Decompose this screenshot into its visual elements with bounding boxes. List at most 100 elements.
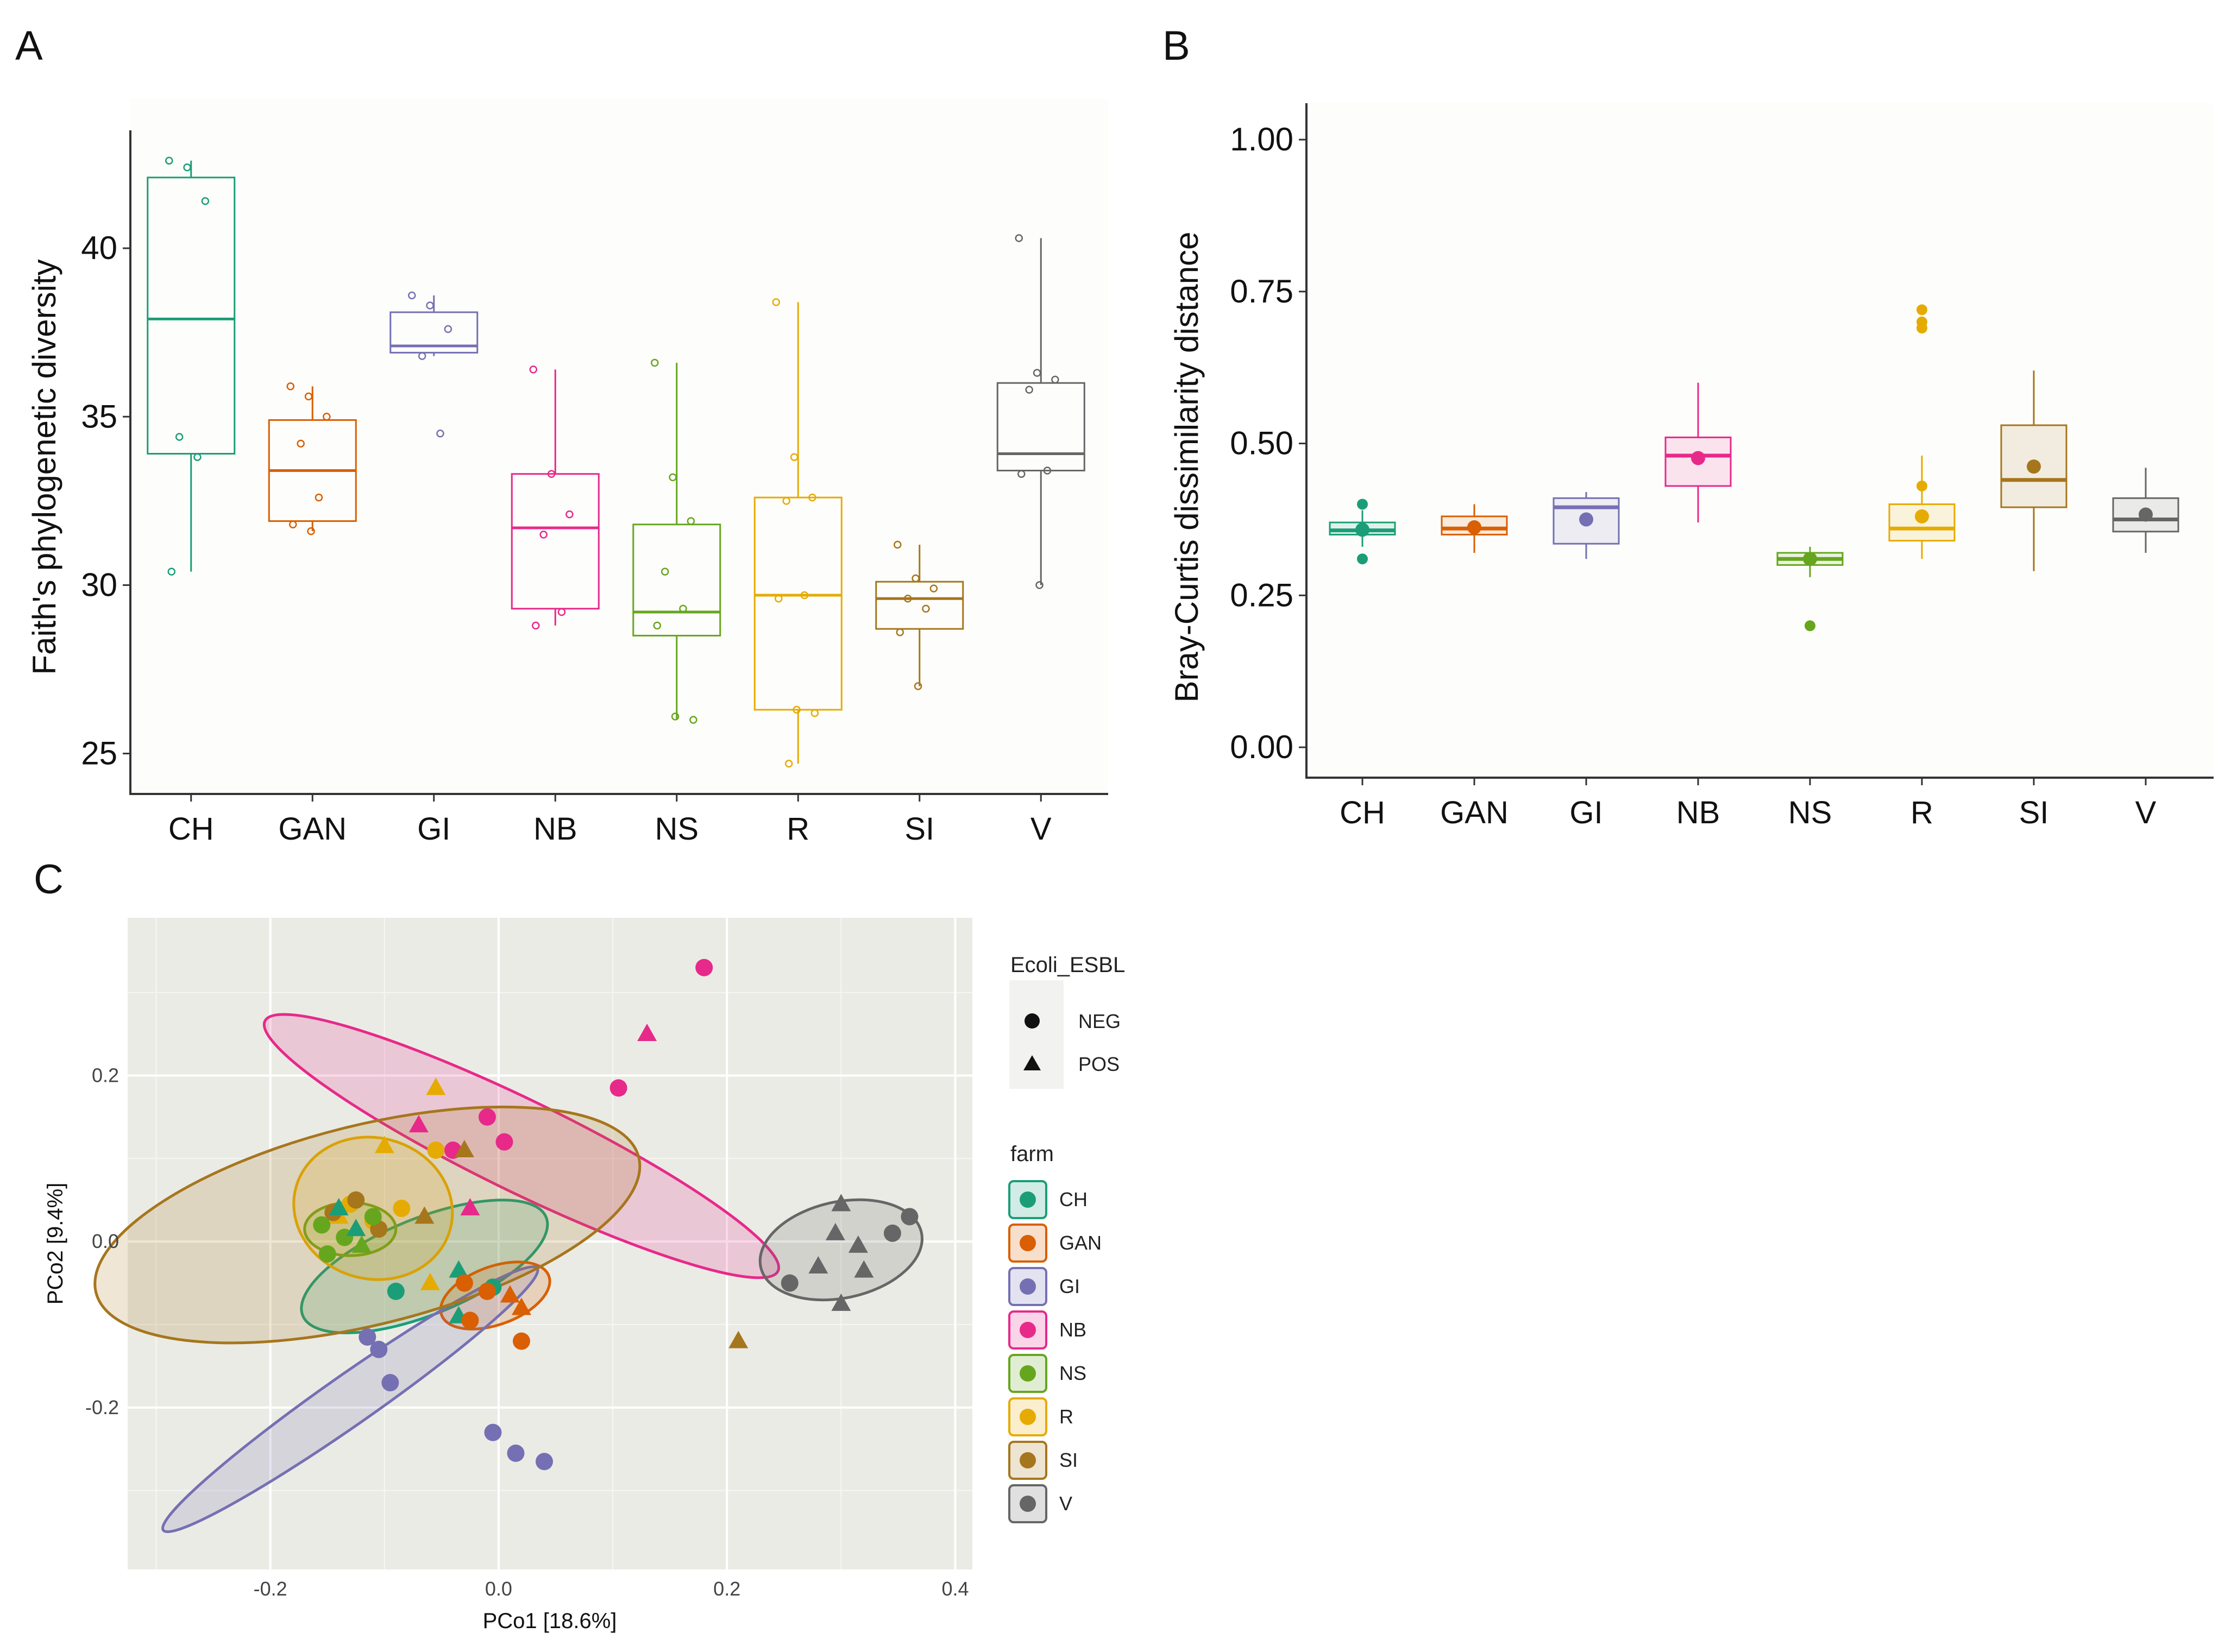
point-nb-neg bbox=[695, 959, 713, 976]
x-tick-label: GI bbox=[1569, 795, 1602, 830]
y-tick-label: 35 bbox=[81, 398, 117, 434]
point-r-pos bbox=[420, 1272, 440, 1290]
box-nb bbox=[1664, 382, 1732, 523]
y-tick-label: 0.25 bbox=[1230, 577, 1293, 613]
point-ns-neg bbox=[313, 1216, 331, 1234]
point-gan-neg bbox=[512, 1332, 530, 1350]
data-point bbox=[1015, 234, 1023, 242]
point-gan-pos bbox=[511, 1297, 531, 1315]
legend-shape: Ecoli_ESBL NEG POS bbox=[1009, 953, 1125, 1089]
data-point bbox=[810, 709, 819, 717]
data-point bbox=[793, 705, 801, 714]
point-r-neg bbox=[427, 1142, 445, 1159]
data-point bbox=[547, 470, 556, 478]
legend-farm-title: farm bbox=[1010, 1142, 1054, 1166]
data-point bbox=[894, 540, 902, 549]
outlier-point bbox=[1916, 480, 1927, 491]
box-gi bbox=[389, 291, 479, 438]
x-tick-label: GI bbox=[417, 811, 450, 847]
data-point bbox=[896, 628, 904, 636]
data-point bbox=[167, 568, 175, 576]
point-gi-neg bbox=[370, 1340, 388, 1358]
y-axis-title-a: Faith's phylogenetic diversity bbox=[26, 259, 62, 674]
y-tick-label: 25 bbox=[81, 735, 117, 772]
x-tick-label: GAN bbox=[1440, 795, 1509, 830]
chart-a: Faith's phylogenetic diversity 25 30 35 40 C… bbox=[26, 98, 1108, 847]
legend-key-neg bbox=[1025, 1013, 1040, 1029]
ellipse-v bbox=[758, 1198, 923, 1302]
data-point bbox=[444, 325, 453, 333]
y-tick-label: 30 bbox=[81, 566, 117, 603]
legend-shape-title: Ecoli_ESBL bbox=[1010, 953, 1125, 977]
x-tick-label: GAN bbox=[278, 811, 347, 847]
legend-key-pos bbox=[1023, 1055, 1041, 1070]
x-tick-label: 0.4 bbox=[941, 1578, 969, 1600]
point-gan-neg bbox=[455, 1274, 473, 1292]
data-point bbox=[687, 517, 695, 525]
point-v-neg bbox=[781, 1274, 799, 1292]
data-point bbox=[1025, 386, 1033, 394]
point-nb-neg bbox=[478, 1108, 496, 1126]
point-nb-pos bbox=[409, 1115, 429, 1133]
data-point bbox=[532, 621, 540, 630]
y-tick-label: 0.0 bbox=[92, 1230, 119, 1252]
x-axis-title-c: PCo1 [18.6%] bbox=[483, 1609, 617, 1633]
point-gi-neg bbox=[484, 1423, 502, 1441]
box-gan bbox=[1441, 504, 1508, 553]
point-gan-neg bbox=[478, 1282, 496, 1300]
data-point bbox=[539, 531, 548, 539]
x-tick-label: -0.2 bbox=[254, 1578, 287, 1600]
legend-shape-background bbox=[1009, 980, 1064, 1089]
point-v-pos bbox=[848, 1235, 868, 1253]
box-r bbox=[1888, 304, 1956, 559]
x-tick-label: NB bbox=[1676, 795, 1720, 830]
plot-background-a bbox=[130, 98, 1108, 793]
data-point bbox=[669, 473, 677, 482]
legend-key-dot bbox=[1020, 1235, 1036, 1251]
point-ch-pos bbox=[329, 1198, 349, 1216]
data-point bbox=[689, 716, 697, 724]
legend-label-neg: NEG bbox=[1078, 1010, 1121, 1032]
legend-label-gi: GI bbox=[1059, 1275, 1080, 1297]
box-si bbox=[875, 540, 964, 690]
legend-label-gan: GAN bbox=[1059, 1232, 1102, 1254]
point-gi-neg bbox=[381, 1374, 399, 1392]
data-point bbox=[929, 584, 938, 592]
x-tick-label: NB bbox=[533, 811, 577, 847]
legend-label-si: SI bbox=[1059, 1449, 1078, 1471]
data-point bbox=[1033, 369, 1041, 377]
box-body bbox=[996, 382, 1085, 472]
legend-key-dot bbox=[1020, 1191, 1036, 1208]
data-point bbox=[914, 682, 922, 690]
outlier-point bbox=[1916, 304, 1927, 316]
mean-point bbox=[2139, 507, 2153, 522]
data-point bbox=[297, 439, 305, 448]
chart-b: Bray-Curtis dissimilarity distance 0.00 0… bbox=[1168, 103, 2214, 830]
mean-point bbox=[1915, 509, 1929, 524]
box-ch bbox=[147, 156, 236, 576]
data-point bbox=[653, 621, 661, 630]
data-point bbox=[529, 365, 537, 374]
box-ch bbox=[1329, 499, 1396, 565]
legend-key-dot bbox=[1020, 1496, 1036, 1512]
outlier-point bbox=[1805, 620, 1815, 632]
point-r-pos bbox=[374, 1136, 394, 1153]
data-point bbox=[315, 493, 323, 502]
point-r-neg bbox=[393, 1200, 411, 1218]
y-tick-label: 0.2 bbox=[92, 1064, 119, 1086]
x-tick-label: R bbox=[1911, 795, 1933, 830]
data-point bbox=[193, 453, 202, 461]
box-si bbox=[2000, 370, 2067, 571]
legend-label-r: R bbox=[1059, 1405, 1073, 1428]
point-ch-neg bbox=[387, 1282, 405, 1300]
box-ns bbox=[632, 358, 721, 724]
panel-label-a: A bbox=[15, 23, 43, 69]
legend-label-ch: CH bbox=[1059, 1188, 1088, 1210]
data-point bbox=[436, 430, 444, 438]
mean-point bbox=[1467, 520, 1481, 535]
x-tick-label: CH bbox=[1340, 795, 1385, 830]
y-tick-label: 0.75 bbox=[1230, 273, 1293, 310]
box-body bbox=[147, 176, 236, 455]
point-v-pos bbox=[831, 1194, 851, 1212]
